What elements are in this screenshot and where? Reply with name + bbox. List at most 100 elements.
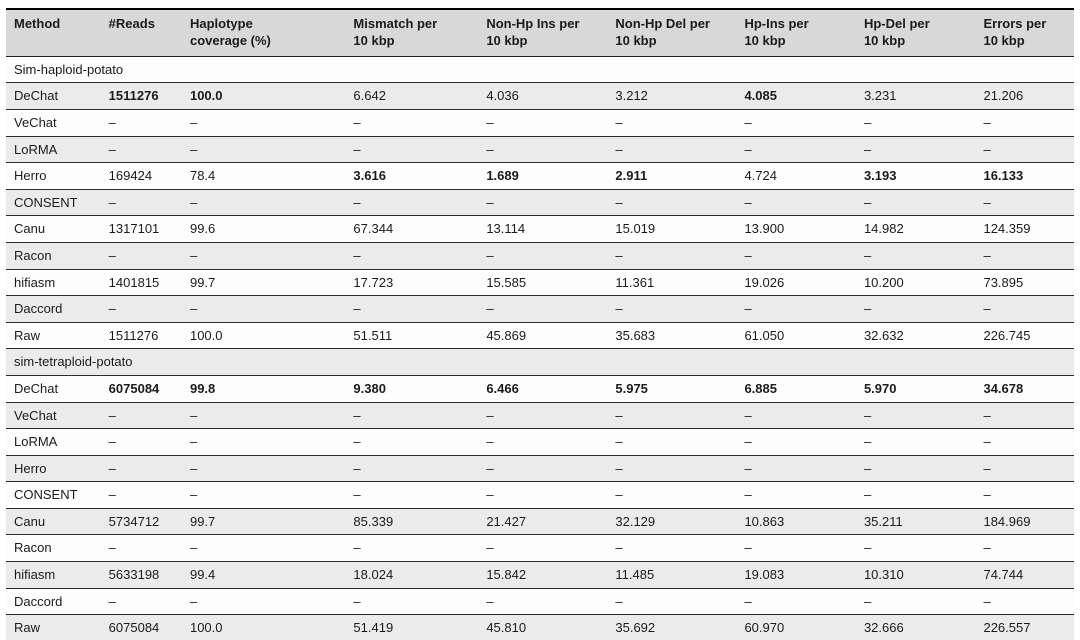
value-cell: – (181, 189, 346, 217)
value-cell: 13.114 (478, 215, 608, 243)
value-cell: 15.842 (478, 561, 608, 589)
value-cell: 99.6 (181, 215, 346, 243)
table-row: VeChat – – – – – – – – (6, 402, 1074, 430)
table-row: Racon – – – – – – – – (6, 242, 1074, 270)
value-cell: – (478, 402, 608, 430)
value-cell: 99.4 (181, 561, 346, 589)
value-cell: – (100, 455, 182, 483)
value-cell: 60.970 (736, 614, 856, 640)
value-cell: – (345, 189, 479, 217)
value-cell: – (855, 481, 976, 509)
table-row: LoRMA – – – – – – – – (6, 428, 1074, 456)
value-cell: 184.969 (975, 508, 1074, 536)
value-cell: – (607, 402, 737, 430)
value-cell: 5.970 (855, 375, 976, 403)
results-table-container: Method #Reads Haplotype coverage (%) Mismat… (6, 8, 1074, 640)
value-cell: 51.419 (345, 614, 479, 640)
value-cell: – (855, 109, 976, 137)
value-cell: – (975, 242, 1074, 270)
value-cell: – (975, 402, 1074, 430)
column-header: #Reads (100, 9, 182, 57)
value-cell: – (478, 295, 608, 323)
value-cell: – (975, 109, 1074, 137)
table-row: Canu 5734712 99.7 85.339 21.427 32.129 10.863 3… (6, 508, 1074, 536)
value-cell: – (736, 428, 856, 456)
table-row: Herro – – – – – – – – (6, 455, 1074, 483)
value-cell: 6075084 (100, 375, 182, 403)
value-cell: – (736, 534, 856, 563)
method-cell: DeChat (6, 375, 101, 403)
value-cell: 169424 (100, 162, 182, 190)
value-cell: – (855, 455, 976, 483)
value-cell: 11.485 (607, 561, 737, 589)
value-cell: – (181, 136, 346, 164)
method-cell: LoRMA (6, 136, 101, 164)
value-cell: 13.900 (736, 215, 856, 243)
section-title: Sim-haploid-potato (6, 56, 1074, 84)
column-header: Hp-Del per 10 kbp (855, 9, 976, 57)
value-cell: – (478, 534, 608, 563)
value-cell: 99.7 (181, 269, 346, 297)
value-cell: 19.083 (736, 561, 856, 589)
value-cell: – (607, 136, 737, 164)
section-row: sim-tetraploid-potato (6, 348, 1074, 376)
value-cell: 226.557 (975, 614, 1074, 640)
value-cell: 14.982 (855, 215, 976, 243)
value-cell: – (736, 242, 856, 270)
value-cell: 100.0 (181, 322, 346, 350)
value-cell: 73.895 (975, 269, 1074, 297)
value-cell: 67.344 (345, 215, 479, 243)
value-cell: – (345, 455, 479, 483)
value-cell: – (478, 481, 608, 509)
value-cell: – (736, 402, 856, 430)
method-cell: Racon (6, 242, 101, 270)
value-cell: 3.231 (855, 82, 976, 110)
value-cell: 226.745 (975, 322, 1074, 350)
value-cell: 5734712 (100, 508, 182, 536)
value-cell: 6075084 (100, 614, 182, 640)
value-cell: – (100, 136, 182, 164)
value-cell: – (345, 136, 479, 164)
value-cell: – (855, 295, 976, 323)
value-cell: – (975, 136, 1074, 164)
value-cell: 4.724 (736, 162, 856, 190)
value-cell: – (100, 428, 182, 456)
value-cell: 32.129 (607, 508, 737, 536)
value-cell: – (478, 428, 608, 456)
value-cell: 35.211 (855, 508, 976, 536)
table-row: Daccord – – – – – – – – (6, 295, 1074, 323)
value-cell: 5.975 (607, 375, 737, 403)
value-cell: 4.085 (736, 82, 856, 110)
value-cell: 11.361 (607, 269, 737, 297)
value-cell: 6.885 (736, 375, 856, 403)
value-cell: – (478, 242, 608, 270)
value-cell: – (855, 189, 976, 217)
section-row: Sim-haploid-potato (6, 56, 1074, 84)
value-cell: 10.200 (855, 269, 976, 297)
value-cell: – (181, 402, 346, 430)
value-cell: 99.8 (181, 375, 346, 403)
value-cell: – (855, 534, 976, 563)
value-cell: 2.911 (607, 162, 737, 190)
value-cell: 1.689 (478, 162, 608, 190)
value-cell: – (345, 295, 479, 323)
method-cell: Racon (6, 534, 101, 563)
value-cell: 3.193 (855, 162, 976, 190)
table-row: VeChat – – – – – – – – (6, 109, 1074, 137)
value-cell: – (181, 109, 346, 137)
value-cell: – (100, 109, 182, 137)
value-cell: 1511276 (100, 82, 182, 110)
value-cell: 15.585 (478, 269, 608, 297)
value-cell: 100.0 (181, 614, 346, 640)
column-header: Errors per 10 kbp (975, 9, 1074, 57)
value-cell: – (181, 588, 346, 616)
value-cell: 35.683 (607, 322, 737, 350)
value-cell: 45.810 (478, 614, 608, 640)
method-cell: LoRMA (6, 428, 101, 456)
value-cell: 17.723 (345, 269, 479, 297)
table-body: Sim-haploid-potato DeChat 1511276 100.0 6.64… (6, 56, 1074, 640)
value-cell: – (607, 189, 737, 217)
value-cell: 6.466 (478, 375, 608, 403)
table-row: Daccord – – – – – – – – (6, 588, 1074, 616)
value-cell: 3.212 (607, 82, 737, 110)
